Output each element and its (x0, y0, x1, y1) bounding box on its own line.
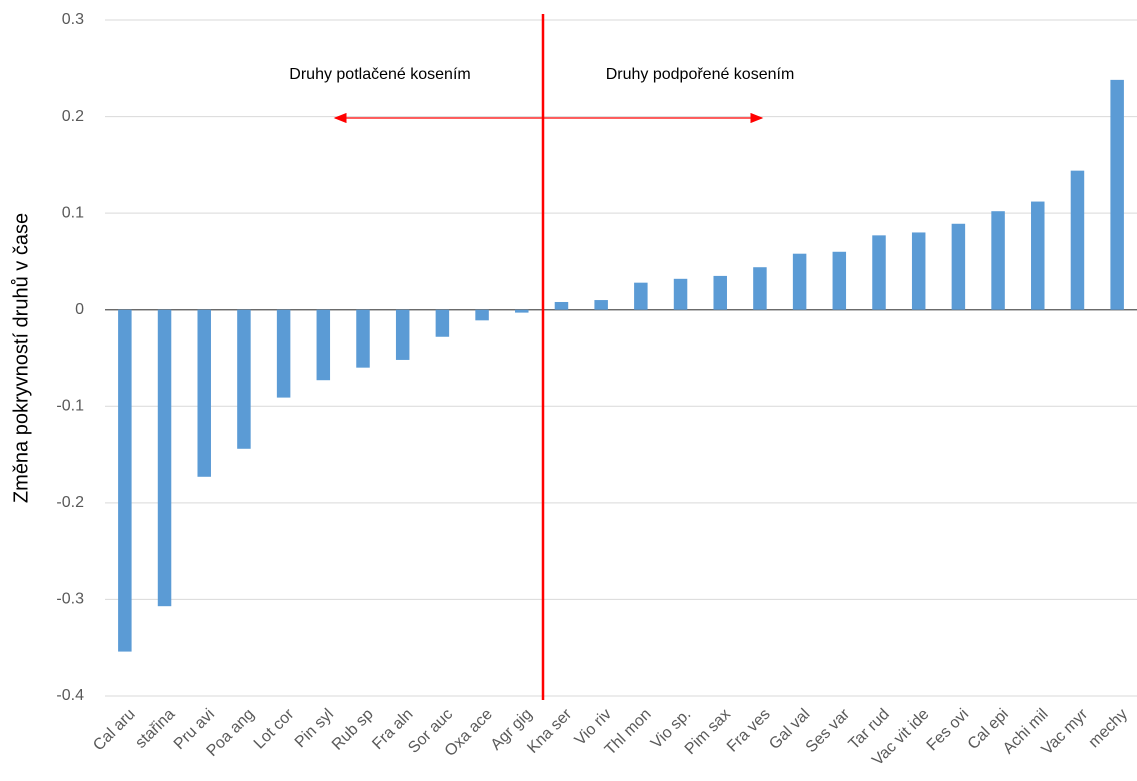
bar (713, 275, 727, 310)
x-tick-label: Ses var (803, 705, 854, 756)
x-tick-label: stařina (132, 706, 178, 752)
y-tick-label: 0.3 (62, 11, 84, 28)
bar (554, 301, 569, 310)
bar (395, 309, 410, 360)
bar (157, 309, 172, 607)
bar (515, 309, 529, 313)
bar (435, 309, 450, 337)
bar (356, 309, 370, 368)
bar (832, 251, 847, 310)
bar (911, 232, 926, 310)
y-tick-label: 0.1 (62, 204, 84, 221)
y-tick-label: -0.2 (56, 494, 84, 511)
bar (1070, 170, 1085, 310)
x-tick-label: Cal aru (90, 706, 139, 755)
bar (872, 235, 886, 310)
y-tick-label: -0.3 (56, 591, 84, 608)
annotation: Druhy podpořené kosením (606, 66, 795, 83)
annotation: Druhy potlačené kosením (289, 66, 470, 83)
y-tick-label: -0.1 (56, 398, 84, 415)
grid (105, 19, 1137, 697)
bar (634, 282, 648, 310)
bar (237, 309, 251, 449)
bar (276, 309, 291, 398)
bar (1031, 201, 1045, 310)
bar (951, 223, 966, 310)
x-tick-label: Lot cor (251, 705, 298, 752)
x-tick-label: Fes ovi (924, 706, 973, 755)
bar (991, 211, 1005, 310)
y-tick-label: -0.4 (56, 687, 84, 704)
bar (475, 309, 489, 321)
y-tick-label: 0 (75, 301, 84, 318)
x-tick-label: mechy (1086, 706, 1131, 751)
bar (1110, 79, 1124, 310)
x-tick-label: Rub sp (329, 706, 377, 754)
bar (792, 253, 807, 310)
y-axis-label: Změna pokryvností druhů v čase (10, 213, 32, 503)
bar (753, 267, 767, 310)
x-tick-label: Kna ser (524, 705, 575, 756)
bar (673, 278, 688, 310)
bar (197, 309, 211, 477)
x-tick-label: Fra ves (724, 706, 774, 756)
y-tick-label: 0.2 (62, 108, 84, 125)
bars (118, 79, 1124, 652)
bar (118, 309, 132, 652)
bar (594, 300, 608, 310)
bar (316, 309, 331, 381)
